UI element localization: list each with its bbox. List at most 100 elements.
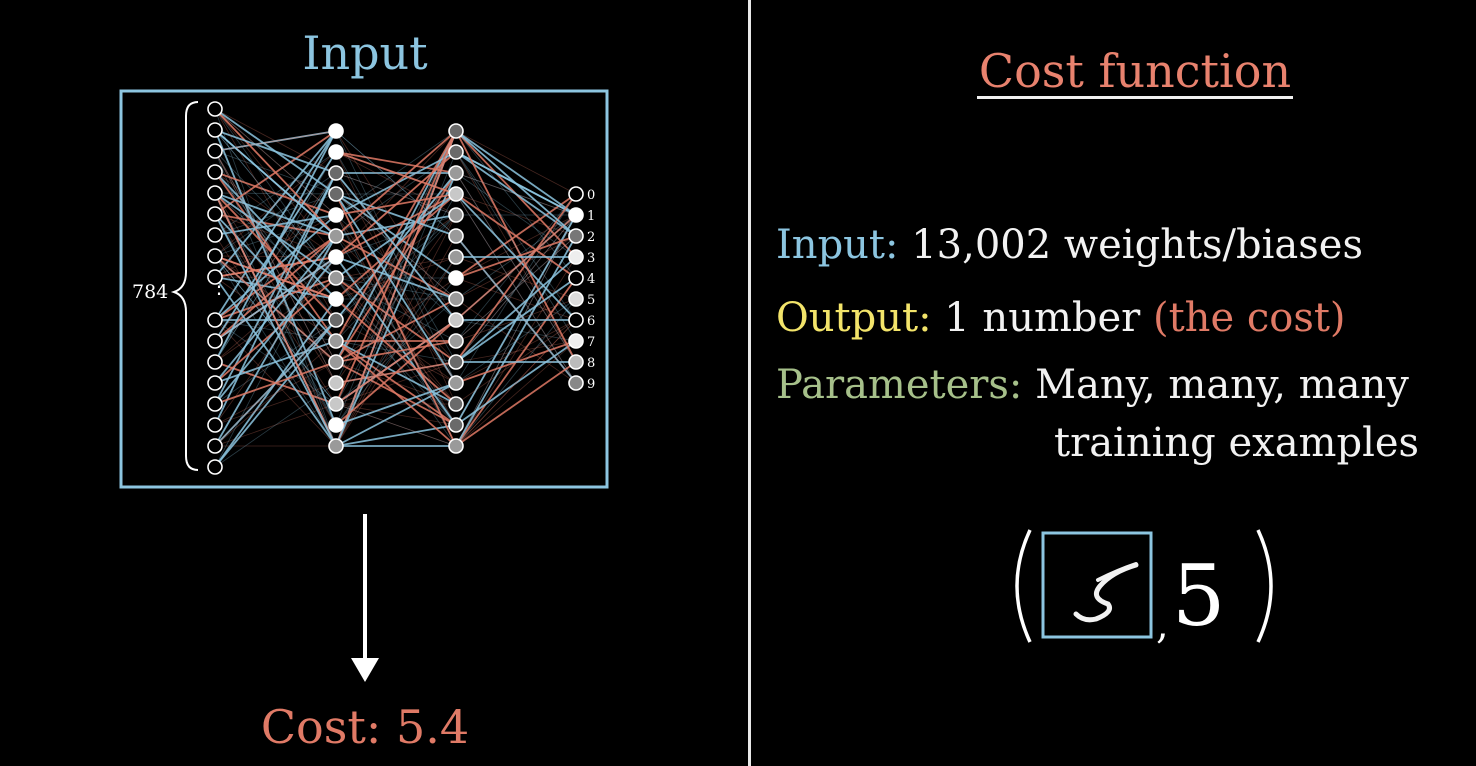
neuron — [328, 123, 344, 139]
output-digit-label: 2 — [587, 230, 595, 245]
connection — [455, 256, 577, 363]
connection — [214, 256, 337, 342]
connection — [335, 130, 457, 258]
connection — [214, 172, 337, 257]
connection — [214, 150, 337, 384]
connection — [455, 130, 577, 237]
neuron — [448, 291, 464, 307]
neuron — [207, 333, 223, 349]
layer-brace — [170, 101, 199, 471]
neuron — [568, 375, 584, 391]
neuron — [328, 312, 344, 328]
params-value-line2: training examples — [1054, 420, 1420, 466]
connection — [214, 214, 337, 236]
connection — [455, 193, 577, 279]
connection — [335, 151, 457, 447]
neuron — [207, 269, 223, 285]
connection — [455, 172, 577, 216]
neuron — [568, 291, 584, 307]
connection — [214, 214, 337, 321]
connection — [214, 340, 337, 447]
neuron — [448, 186, 464, 202]
neuron — [328, 144, 344, 160]
connection — [335, 256, 457, 426]
connection — [214, 255, 337, 363]
connection — [455, 319, 577, 384]
params-line: Parameters: Many, many, many — [776, 362, 1409, 408]
neuron — [207, 396, 223, 412]
connection — [214, 192, 337, 237]
connection — [335, 256, 457, 447]
neuron — [328, 291, 344, 307]
neuron — [207, 438, 223, 454]
connection — [335, 193, 457, 237]
connection — [455, 193, 577, 384]
down-arrow-icon — [351, 514, 379, 682]
output-digit-label: 9 — [587, 377, 595, 392]
handwritten-digit-image — [1073, 562, 1139, 623]
connection — [214, 276, 337, 447]
left-paren — [1015, 529, 1032, 643]
output-key: Output: — [776, 295, 932, 341]
output-digit-label: 4 — [587, 272, 595, 287]
connection — [214, 192, 337, 321]
connection — [214, 108, 337, 216]
connection — [455, 214, 577, 447]
output-paren: (the cost) — [1153, 295, 1346, 341]
connection — [455, 235, 577, 342]
connection — [455, 214, 577, 321]
neuron — [328, 165, 344, 181]
connection — [335, 172, 457, 321]
neuron — [328, 333, 344, 349]
connection — [335, 193, 457, 384]
connection — [455, 340, 577, 363]
output-digit-label: 3 — [587, 251, 595, 266]
neuron — [207, 143, 223, 159]
connection — [455, 298, 577, 384]
connection — [214, 172, 337, 342]
connection — [214, 235, 337, 384]
connection — [455, 130, 577, 216]
connection — [214, 361, 337, 426]
cost-label: Cost: 5.4 — [260, 700, 470, 754]
connection — [455, 361, 577, 447]
cost-function-title: Cost function — [978, 44, 1292, 98]
neuron — [448, 354, 464, 370]
neuron — [448, 207, 464, 223]
connection — [214, 108, 337, 447]
input-key: Input: — [776, 222, 899, 268]
output-value: 1 number — [944, 295, 1141, 341]
neuron — [448, 333, 464, 349]
neuron — [207, 248, 223, 264]
connection — [214, 235, 337, 447]
connection — [455, 151, 577, 342]
neuron — [448, 375, 464, 391]
output-digit-label: 5 — [587, 293, 595, 308]
connection — [335, 382, 457, 447]
params-value-line1: Many, many, many — [1035, 362, 1409, 408]
connection — [335, 214, 457, 384]
neuron — [328, 207, 344, 223]
example-label: 5 — [1172, 547, 1225, 645]
connection — [214, 129, 337, 174]
layer-size-label: 784 — [132, 281, 168, 303]
connection — [335, 193, 457, 405]
neuron — [448, 123, 464, 139]
output-digit-label: 6 — [587, 314, 595, 329]
connection — [455, 256, 577, 447]
right-paren — [1256, 529, 1273, 643]
connection — [335, 256, 457, 426]
neuron — [207, 417, 223, 433]
output-digit-label: 0 — [587, 188, 595, 203]
neuron — [568, 228, 584, 244]
connection — [455, 319, 577, 447]
connection — [335, 172, 457, 342]
connection — [214, 108, 337, 216]
output-digit-label: 7 — [587, 335, 595, 350]
neuron — [328, 249, 344, 265]
connection — [214, 171, 337, 321]
output-digit-labels: 0 1 2 3 4 5 6 7 8 9 — [587, 188, 595, 392]
neuron — [328, 354, 344, 370]
connection — [455, 214, 577, 447]
connection — [335, 193, 457, 216]
